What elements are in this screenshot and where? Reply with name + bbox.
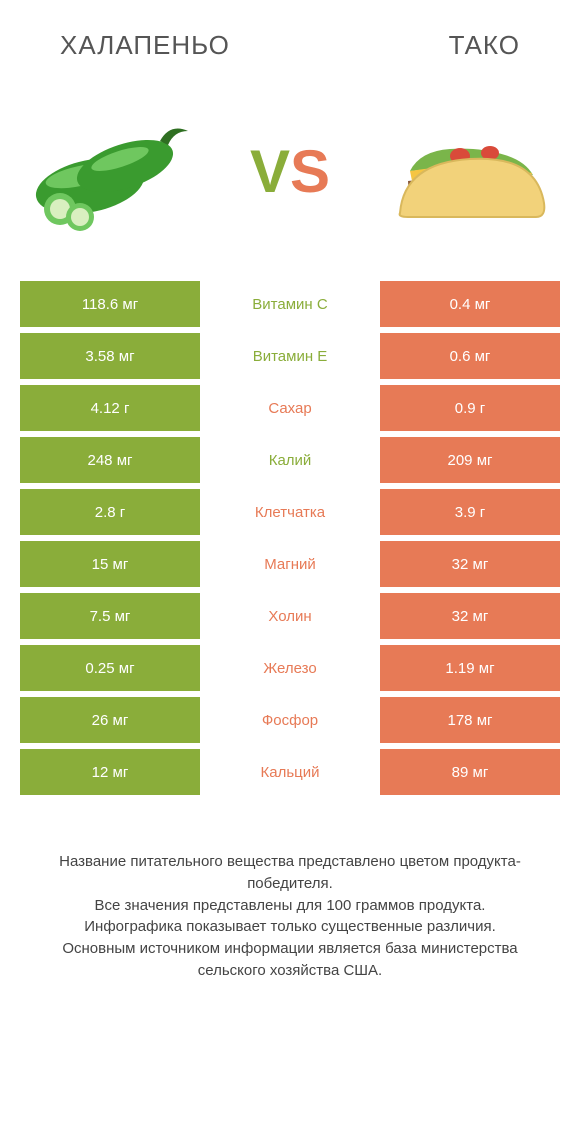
- table-row: 4.12 гСахар0.9 г: [20, 385, 560, 431]
- value-left: 2.8 г: [20, 489, 200, 535]
- footer-line: Основным источником информации является …: [30, 938, 550, 982]
- footer-line: Название питательного вещества представл…: [30, 851, 550, 895]
- nutrient-label: Кальций: [200, 749, 380, 795]
- header-row: ХАЛАПЕНЬО ТАКО: [0, 0, 580, 71]
- nutrient-label: Холин: [200, 593, 380, 639]
- footer-notes: Название питательного вещества представл…: [0, 801, 580, 982]
- images-row: VS: [0, 71, 580, 281]
- value-right: 0.6 мг: [380, 333, 560, 379]
- value-left: 3.58 мг: [20, 333, 200, 379]
- vs-s: S: [290, 137, 330, 206]
- title-left: ХАЛАПЕНЬО: [60, 30, 230, 61]
- value-left: 7.5 мг: [20, 593, 200, 639]
- value-right: 0.4 мг: [380, 281, 560, 327]
- table-row: 3.58 мгВитамин E0.6 мг: [20, 333, 560, 379]
- jalapeno-image: [20, 101, 200, 241]
- value-right: 3.9 г: [380, 489, 560, 535]
- value-left: 26 мг: [20, 697, 200, 743]
- comparison-table: 118.6 мгВитамин C0.4 мг3.58 мгВитамин E0…: [0, 281, 580, 795]
- table-row: 2.8 гКлетчатка3.9 г: [20, 489, 560, 535]
- nutrient-label: Сахар: [200, 385, 380, 431]
- value-left: 0.25 мг: [20, 645, 200, 691]
- value-right: 209 мг: [380, 437, 560, 483]
- vs-v: V: [250, 137, 290, 206]
- title-right: ТАКО: [449, 30, 520, 61]
- value-right: 32 мг: [380, 593, 560, 639]
- table-row: 118.6 мгВитамин C0.4 мг: [20, 281, 560, 327]
- table-row: 12 мгКальций89 мг: [20, 749, 560, 795]
- nutrient-label: Фосфор: [200, 697, 380, 743]
- table-row: 15 мгМагний32 мг: [20, 541, 560, 587]
- value-right: 0.9 г: [380, 385, 560, 431]
- value-right: 89 мг: [380, 749, 560, 795]
- footer-line: Все значения представлены для 100 граммо…: [30, 895, 550, 917]
- table-row: 248 мгКалий209 мг: [20, 437, 560, 483]
- value-left: 15 мг: [20, 541, 200, 587]
- value-right: 178 мг: [380, 697, 560, 743]
- value-right: 1.19 мг: [380, 645, 560, 691]
- value-left: 248 мг: [20, 437, 200, 483]
- value-right: 32 мг: [380, 541, 560, 587]
- table-row: 0.25 мгЖелезо1.19 мг: [20, 645, 560, 691]
- vs-label: VS: [250, 137, 330, 206]
- nutrient-label: Магний: [200, 541, 380, 587]
- taco-image: [380, 101, 560, 241]
- table-row: 7.5 мгХолин32 мг: [20, 593, 560, 639]
- nutrient-label: Клетчатка: [200, 489, 380, 535]
- nutrient-label: Витамин C: [200, 281, 380, 327]
- table-row: 26 мгФосфор178 мг: [20, 697, 560, 743]
- nutrient-label: Калий: [200, 437, 380, 483]
- nutrient-label: Железо: [200, 645, 380, 691]
- value-left: 118.6 мг: [20, 281, 200, 327]
- value-left: 12 мг: [20, 749, 200, 795]
- value-left: 4.12 г: [20, 385, 200, 431]
- footer-line: Инфографика показывает только существенн…: [30, 916, 550, 938]
- nutrient-label: Витамин E: [200, 333, 380, 379]
